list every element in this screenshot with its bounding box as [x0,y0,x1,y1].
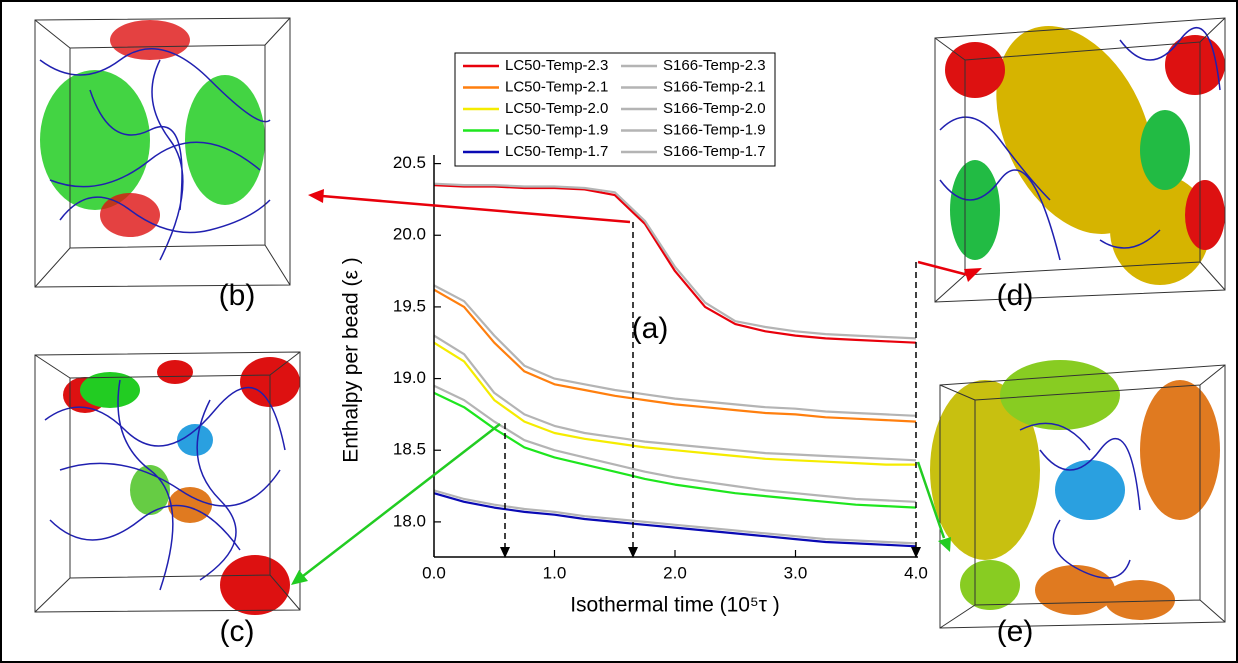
snapshot-b [34,17,291,288]
guides [504,222,917,548]
y-tick-label: 19.5 [393,296,426,315]
x-tick-label: 1.0 [543,563,567,582]
y-tick-label: 18.0 [393,511,426,530]
x-tick-label: 4.0 [904,563,928,582]
legend-label: LC50-Temp-2.3 [505,57,608,74]
legend: LC50-Temp-2.3 LC50-Temp-2.1 LC50-Temp-2.0 L… [454,52,776,167]
snapshot-c [34,351,301,615]
snapshot-e [930,360,1226,629]
panel-label: (d) [997,279,1034,312]
legend-box [454,52,776,167]
y-tick-label: 18.5 [393,440,426,459]
legend-label: S166-Temp-2.0 [663,100,766,117]
y-tick-label: 20.0 [393,225,426,244]
x-tick-label: 3.0 [784,563,808,582]
series-line [433,288,917,423]
panel-label: (a) [632,312,669,345]
series-line [433,391,917,509]
legend-label: S166-Temp-2.1 [663,78,766,95]
legend-label: LC50-Temp-1.7 [505,143,608,160]
legend-label: LC50-Temp-2.1 [505,78,608,95]
series-line [433,182,917,340]
x-axis-title: Isothermal time (10⁵τ ) [570,594,780,617]
series-line [433,341,916,466]
panel-label: (b) [219,279,256,312]
legend-label: S166-Temp-1.7 [663,143,766,160]
legend-label: S166-Temp-2.3 [663,57,766,74]
panel-label: (c) [220,615,255,648]
x-tick-label: 0.0 [422,563,446,582]
legend-label: LC50-Temp-1.9 [505,121,608,138]
y-tick-label: 20.5 [393,153,426,172]
y-tick-label: 19.0 [393,368,426,387]
series-line [433,334,917,462]
guide-heads [500,547,921,558]
series-line [433,489,917,545]
series-line [433,384,917,503]
series-line [433,492,917,548]
legend-label: S166-Temp-1.9 [663,121,766,138]
snapshot-d [934,17,1226,303]
legend-label: LC50-Temp-2.0 [505,100,608,117]
series-line [433,284,917,417]
y-axis-title: Enthalpy per bead (ε ) [340,257,363,462]
plot-area: 18.0 18.5 19.0 19.5 20.0 20.5 0.0 1.0 2.0 3.0 4.0 L… [393,52,928,582]
series-line [433,184,917,344]
x-tick-label: 2.0 [663,563,687,582]
arrows [291,189,982,585]
panel-label: (e) [997,615,1034,648]
